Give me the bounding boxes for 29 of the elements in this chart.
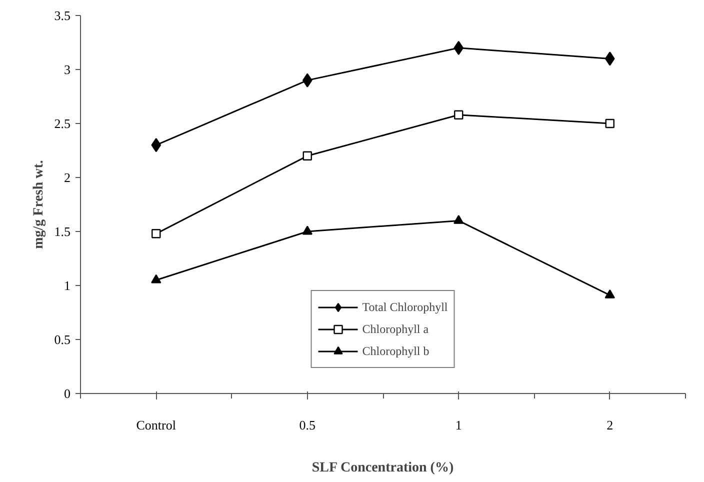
y-tick-label: 2.5 — [54, 116, 70, 131]
point — [302, 73, 312, 88]
point — [151, 274, 162, 284]
y-tick-label: 0 — [64, 386, 70, 401]
point — [604, 52, 615, 66]
y-tick-label: 1 — [64, 278, 70, 293]
x-tick-label: 1 — [455, 418, 462, 432]
legend-label: Chlorophyll a — [362, 322, 429, 336]
x-tick-label: 2 — [606, 418, 614, 432]
y-tick-label: 2 — [64, 170, 70, 185]
legend-label: Total Chlorophyll — [362, 300, 448, 314]
y-axis-title: mg/g Fresh wt. — [31, 160, 46, 249]
x-axis-title: SLF Concentration (%) — [312, 460, 454, 476]
point — [151, 138, 162, 152]
point — [454, 214, 464, 224]
point — [302, 226, 312, 235]
point — [454, 110, 464, 120]
legend-label: Chlorophyll b — [362, 344, 430, 358]
x-tick-label: Control — [136, 418, 176, 432]
y-tick-label: 1.5 — [54, 224, 70, 239]
y-tick-label: 0.5 — [54, 332, 70, 347]
point — [454, 40, 464, 55]
point — [605, 118, 614, 128]
y-tick-label: 3 — [64, 62, 70, 77]
point — [302, 151, 312, 160]
point — [152, 229, 161, 238]
x-tick-label: 0.5 — [299, 418, 316, 432]
y-tick-label: 3.5 — [54, 8, 70, 23]
point — [604, 289, 615, 298]
